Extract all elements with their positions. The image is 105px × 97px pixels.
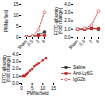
svg-text:FITC-albumin(fold change): FITC-albumin(fold change) bbox=[54, 7, 64, 35]
svg-text:Sham: Sham bbox=[67, 39, 79, 51]
svg-text:0: 0 bbox=[16, 35, 19, 40]
svg-text:PMNs/field: PMNs/field bbox=[27, 91, 49, 96]
svg-text:3.0: 3.0 bbox=[64, 10, 71, 15]
html-text:Anti-Ly6G: Anti-Ly6G bbox=[73, 70, 93, 76]
svg-text:2: 2 bbox=[88, 38, 94, 44]
svg-text:15: 15 bbox=[13, 2, 19, 7]
svg-text:4.0: 4.0 bbox=[64, 2, 71, 7]
svg-text:0.5: 0.5 bbox=[26, 38, 34, 46]
svg-text:2.0: 2.0 bbox=[64, 18, 71, 23]
html-text:IgG2b: IgG2b bbox=[73, 76, 86, 82]
svg-text:2.0: 2.0 bbox=[12, 66, 19, 71]
svg-text:5: 5 bbox=[16, 24, 19, 29]
svg-text:15: 15 bbox=[51, 86, 57, 91]
svg-text:5: 5 bbox=[30, 85, 34, 91]
svg-text:0.0: 0.0 bbox=[64, 35, 71, 40]
svg-text:0.5: 0.5 bbox=[78, 38, 86, 46]
svg-text:4.0: 4.0 bbox=[12, 52, 19, 57]
svg-text:1.0: 1.0 bbox=[64, 27, 71, 32]
svg-text:0: 0 bbox=[20, 86, 23, 91]
svg-text:Sham: Sham bbox=[16, 38, 29, 51]
svg-text:6: 6 bbox=[41, 38, 47, 44]
svg-text:6: 6 bbox=[95, 38, 101, 44]
svg-text:2: 2 bbox=[35, 38, 41, 44]
svg-text:PMNs/field: PMNs/field bbox=[4, 10, 9, 32]
svg-text:0.0: 0.0 bbox=[12, 81, 19, 86]
svg-text:10: 10 bbox=[40, 85, 46, 91]
svg-text:FITC-albumin(fold change): FITC-albumin(fold change) bbox=[2, 55, 12, 83]
html-text:Saline: Saline bbox=[73, 64, 86, 70]
svg-text:3.0: 3.0 bbox=[12, 59, 19, 64]
svg-text:1.0: 1.0 bbox=[12, 74, 19, 79]
svg-text:10: 10 bbox=[13, 13, 19, 18]
